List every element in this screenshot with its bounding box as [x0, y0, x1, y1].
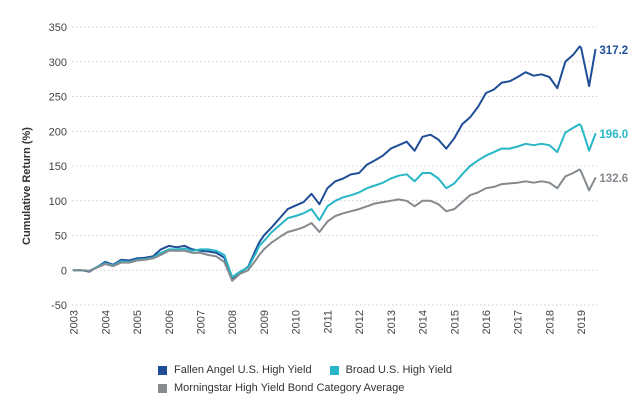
- x-tick-label: 2007: [195, 310, 207, 334]
- y-axis-ticks: 350 300 250 200 150 100 50 0 -50: [49, 22, 67, 312]
- x-tick-label: 2011: [322, 310, 334, 334]
- y-tick-label: 200: [49, 126, 67, 138]
- y-tick-label: 0: [61, 265, 67, 277]
- x-tick-label: 2014: [418, 310, 430, 334]
- x-tick-label: 2013: [386, 310, 398, 334]
- x-tick-label: 2018: [544, 310, 556, 334]
- legend-swatch-morningstar: [158, 383, 167, 393]
- legend-item-broad-high-yield: Broad U.S. High Yield: [329, 364, 452, 376]
- y-axis-title: Cumulative Return (%): [21, 127, 33, 245]
- series-end-label-0: 317.2: [599, 45, 628, 57]
- x-tick-label: 2017: [513, 310, 525, 334]
- series-line-1: [72, 123, 597, 279]
- y-tick-label: 150: [49, 161, 67, 173]
- legend-label-fallen-angel: Fallen Angel U.S. High Yield: [174, 364, 312, 376]
- series-lines: [72, 45, 597, 282]
- legend-item-fallen-angel: Fallen Angel U.S. High Yield: [158, 364, 312, 376]
- series-end-label-1: 196.0: [599, 129, 628, 141]
- y-tick-label: 300: [49, 57, 67, 69]
- legend-swatch-fallen-angel: [158, 365, 167, 375]
- x-tick-label: 2003: [69, 310, 81, 334]
- legend-item-morningstar: Morningstar High Yield Bond Category Ave…: [158, 382, 404, 394]
- legend: Fallen Angel U.S. High Yield Broad U.S. …: [158, 361, 538, 397]
- gridlines: [72, 26, 597, 306]
- x-tick-label: 2010: [291, 310, 303, 334]
- x-tick-label: 2016: [481, 310, 493, 334]
- y-tick-label: -50: [51, 300, 67, 312]
- x-tick-label: 2015: [449, 310, 461, 334]
- series-end-label-2: 132.6: [599, 173, 628, 185]
- legend-row-1: Fallen Angel U.S. High Yield Broad U.S. …: [158, 361, 538, 379]
- x-tick-label: 2006: [164, 310, 176, 334]
- y-tick-label: 250: [49, 92, 67, 104]
- legend-label-morningstar: Morningstar High Yield Bond Category Ave…: [174, 382, 405, 394]
- x-axis-ticks: 2003 2004 2005 2006 2007 2008 2009 2010 2011 2012…: [69, 310, 589, 334]
- series-line-0: [72, 45, 597, 280]
- legend-swatch-broad-high-yield: [329, 365, 339, 375]
- y-tick-label: 100: [49, 196, 67, 208]
- legend-row-2: Morningstar High Yield Bond Category Ave…: [158, 379, 538, 397]
- legend-label-broad-high-yield: Broad U.S. High Yield: [345, 364, 452, 376]
- x-tick-label: 2004: [100, 310, 112, 334]
- x-tick-label: 2008: [227, 310, 239, 334]
- x-tick-label: 2005: [132, 310, 144, 334]
- x-tick-label: 2019: [576, 310, 588, 334]
- y-tick-label: 350: [49, 22, 67, 34]
- x-tick-label: 2009: [259, 310, 271, 334]
- series-line-2: [72, 168, 597, 282]
- x-tick-label: 2012: [354, 310, 366, 334]
- y-tick-label: 50: [55, 231, 67, 243]
- end-value-labels: 317.2 196.0 132.6: [599, 45, 628, 185]
